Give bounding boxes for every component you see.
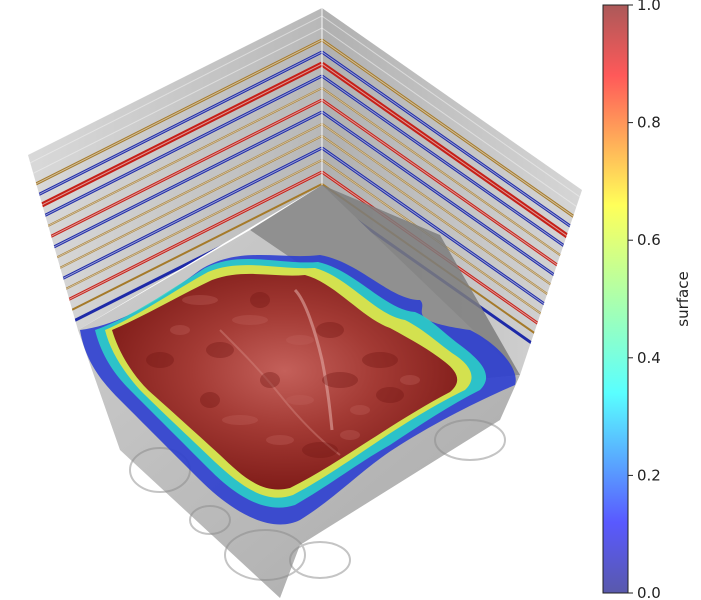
- surface-speck: [286, 395, 314, 405]
- noise-left: [28, 87, 322, 241]
- surface-speck: [376, 387, 404, 403]
- surface-speck: [400, 375, 420, 385]
- surface-speck: [266, 435, 294, 445]
- surface-speck: [350, 405, 370, 415]
- surface-speck: [200, 392, 220, 408]
- noise-left: [28, 51, 322, 205]
- seismic-volume: [28, 8, 582, 598]
- colorbar-tick-label: 1.0: [637, 0, 661, 14]
- noise-left: [28, 39, 322, 193]
- noise-right: [322, 39, 582, 229]
- surface-texture: [146, 292, 420, 458]
- surface-speck: [340, 430, 360, 440]
- colorbar-tick-label: 0.6: [637, 231, 661, 249]
- surface-high-region: [112, 273, 458, 490]
- colorbar: 0.0 0.2 0.4 0.6 0.8 1.0 surface: [602, 0, 692, 600]
- colorbar-tick-label: 0.4: [637, 349, 661, 367]
- noise-left: [28, 27, 322, 181]
- noise-left: [28, 15, 322, 169]
- noise-right: [322, 27, 582, 217]
- colorbar-label: surface: [674, 271, 692, 326]
- surface-speck: [362, 352, 398, 368]
- surface-speck: [232, 315, 268, 325]
- surface-speck: [322, 372, 358, 388]
- noise-right: [322, 51, 582, 241]
- noise-left: [28, 63, 322, 217]
- noise-right: [322, 75, 582, 265]
- surface-ridge-2: [219, 329, 341, 456]
- surface-speck: [316, 322, 344, 338]
- floor-texture: [129, 419, 506, 581]
- colorbar-tick-label: 0.2: [637, 466, 661, 484]
- noise-right: [322, 15, 582, 205]
- surface-speck: [260, 372, 280, 388]
- surface-speck: [206, 342, 234, 358]
- surface-speck: [250, 292, 270, 308]
- surface-speck: [146, 352, 174, 368]
- surface-speck: [170, 325, 190, 335]
- colorbar-ticks: 0.0 0.2 0.4 0.6 0.8 1.0: [628, 0, 661, 600]
- noise-right: [322, 63, 582, 253]
- surface-speck: [222, 415, 258, 425]
- surface-speck: [302, 442, 338, 458]
- colorbar-tick-label: 0.0: [637, 584, 661, 600]
- colorbar-frame: [602, 4, 629, 594]
- noise-left: [28, 111, 322, 265]
- surface-speck: [286, 335, 314, 345]
- colorbar-fade: [603, 5, 628, 593]
- noise-left: [28, 75, 322, 229]
- surface-speck: [182, 295, 218, 305]
- surface-ridge: [293, 288, 334, 431]
- noise-left: [28, 99, 322, 253]
- colorbar-tick-label: 0.8: [637, 114, 661, 132]
